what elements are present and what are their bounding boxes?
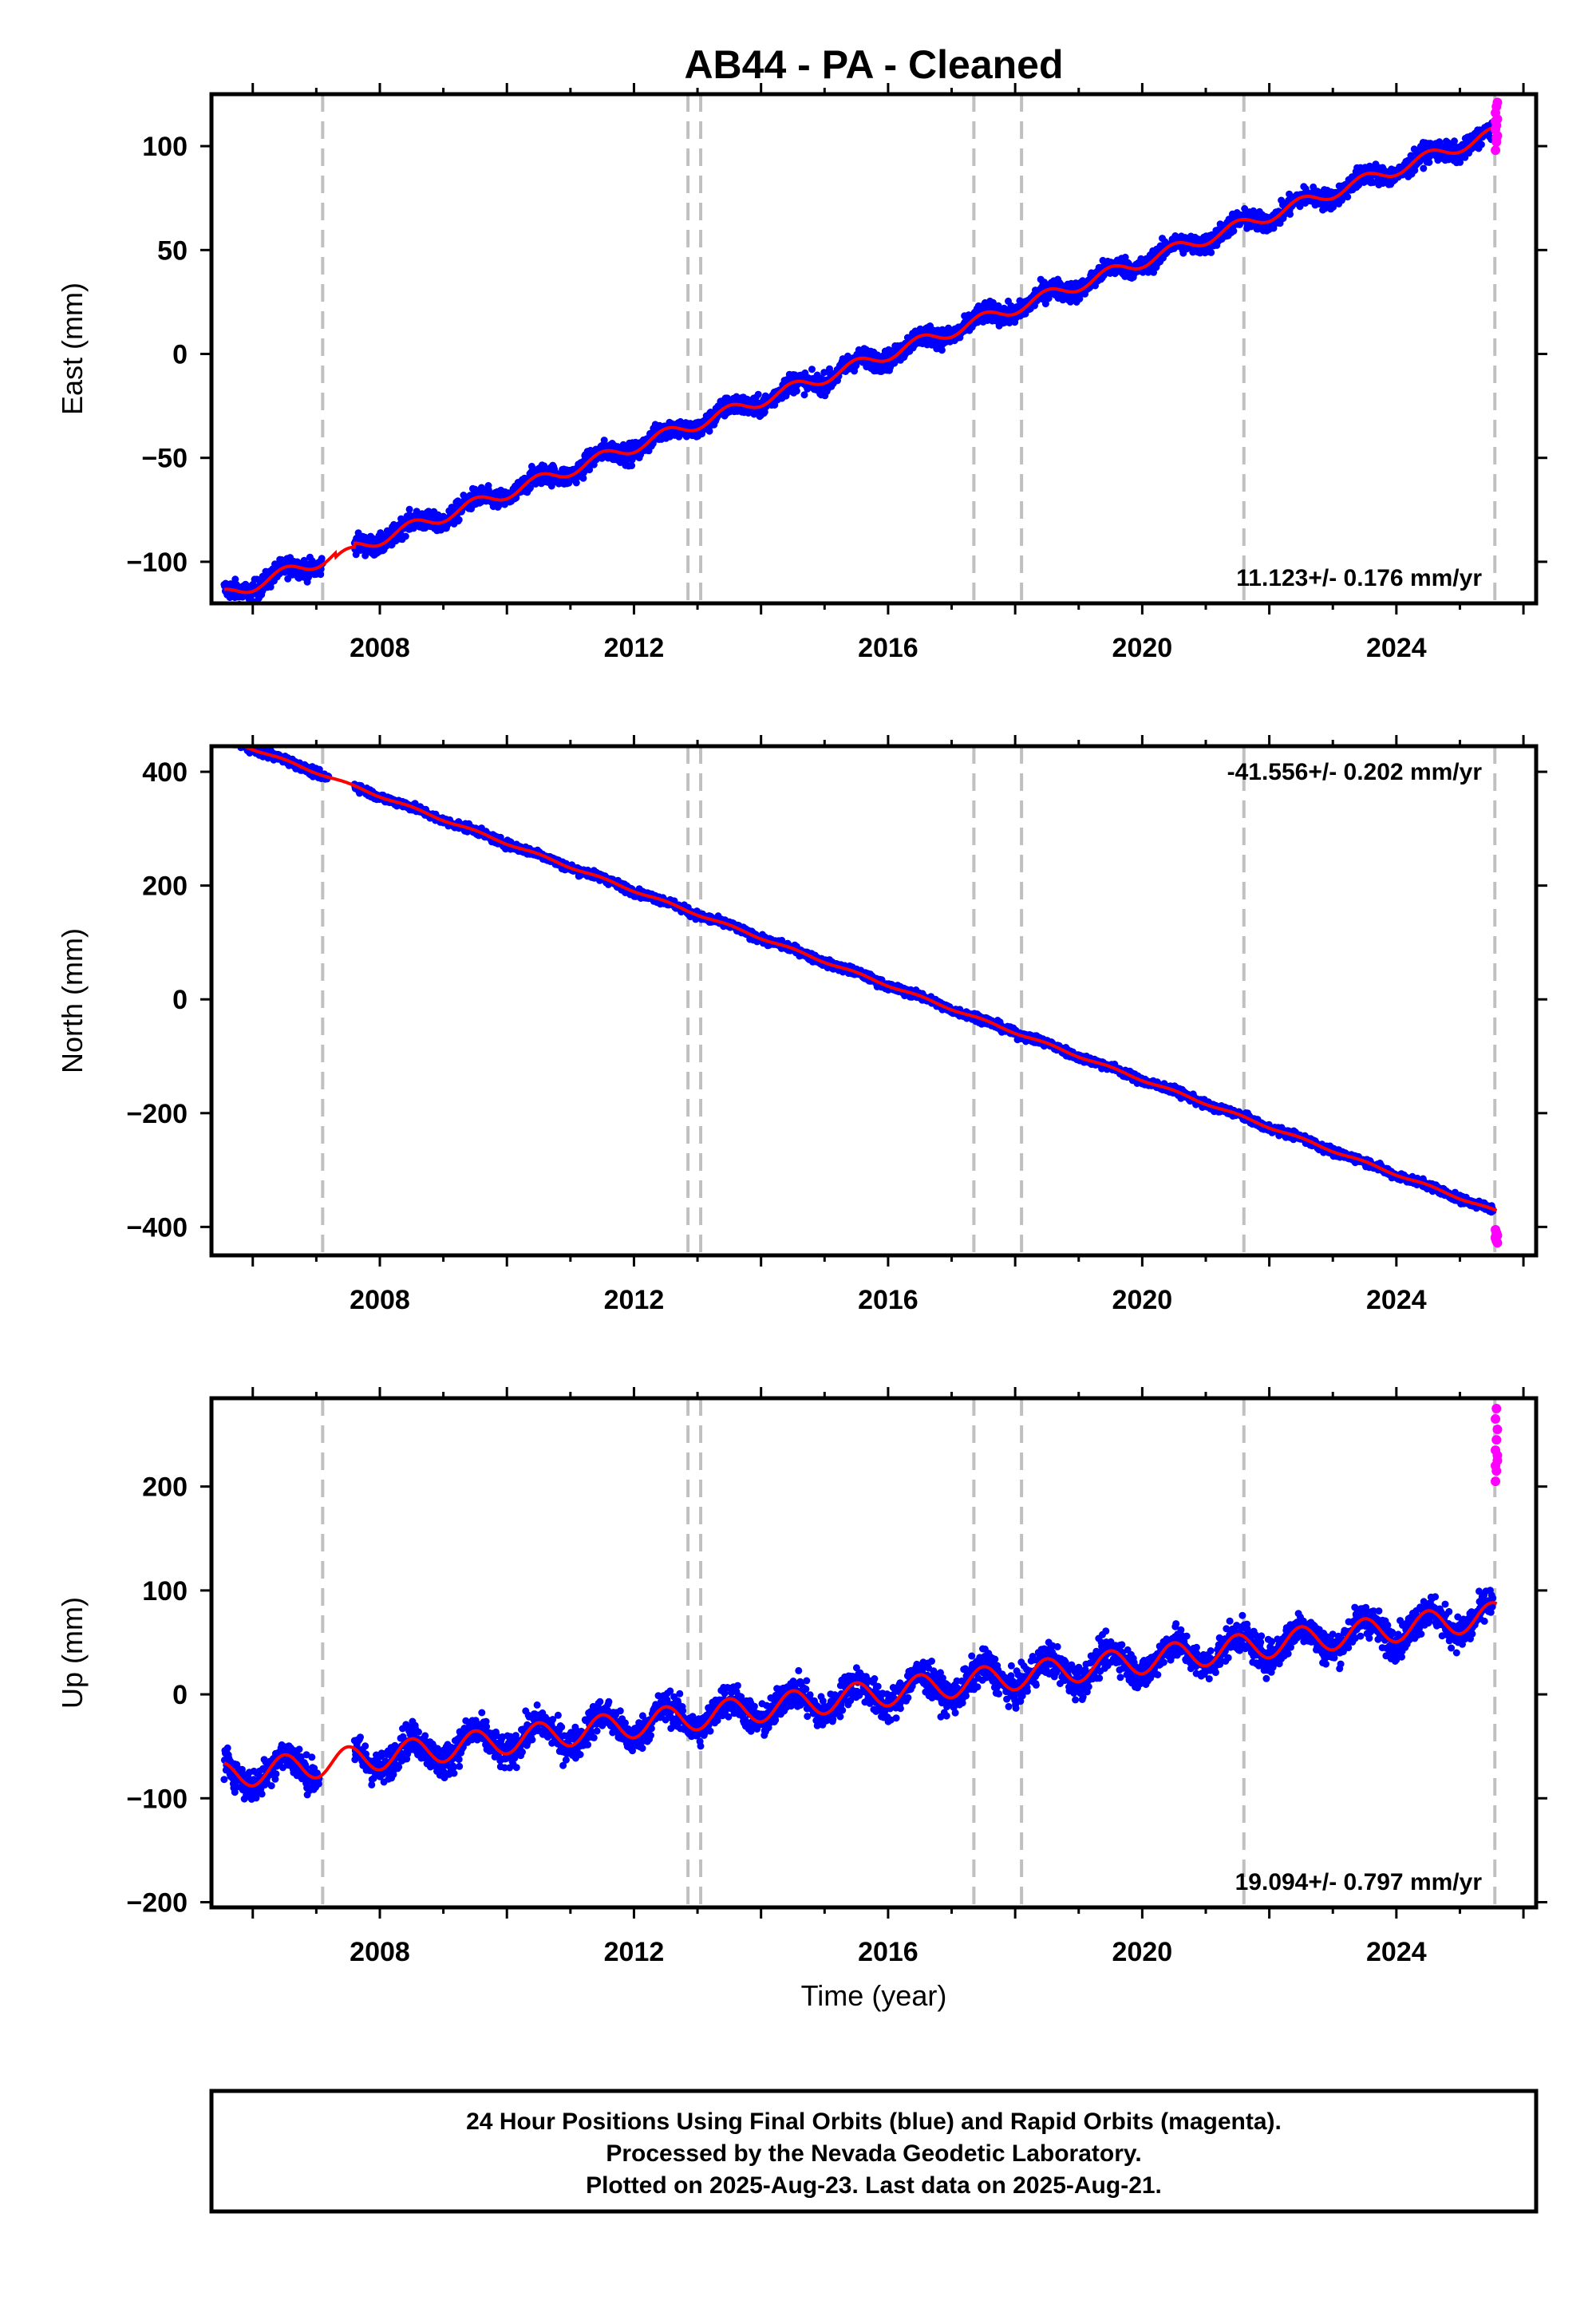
footer-box: 24 Hour Positions Using Final Orbits (bl… xyxy=(209,2089,1539,2214)
plot-frame xyxy=(209,1396,1539,1910)
rapid-orbit-point xyxy=(1491,1228,1502,1239)
y-axis-label: East (mm) xyxy=(56,283,89,415)
model-fit-line xyxy=(223,125,1497,595)
rapid-orbit-point xyxy=(1491,1414,1501,1425)
x-tick-label: 2020 xyxy=(1112,1937,1173,1967)
velocity-annotation: 11.123+/- 0.176 mm/yr xyxy=(1236,565,1482,591)
x-tick-label: 2012 xyxy=(604,1937,665,1967)
x-tick-label: 2012 xyxy=(604,1285,665,1315)
model-fit-line xyxy=(223,1601,1498,1788)
velocity-annotation: -41.556+/- 0.202 mm/yr xyxy=(1227,759,1483,785)
y-tick-label: 50 xyxy=(157,235,188,266)
rapid-orbit-point xyxy=(1491,132,1502,143)
rapid-orbit-point xyxy=(1492,1425,1503,1435)
panel-east: 2008 2012 2016 2020 2024 −100 −50 0 50 100 East (m… xyxy=(56,83,1547,663)
y-tick-label: −400 xyxy=(126,1212,188,1243)
y-axis-label: Up (mm) xyxy=(56,1597,89,1709)
panels: 2008 2012 2016 2020 2024 −100 −50 0 50 100 East (m… xyxy=(56,83,1547,1967)
x-tick-label: 2008 xyxy=(350,633,410,663)
footer-line-2: Processed by the Nevada Geodetic Laborat… xyxy=(606,2140,1141,2167)
footer-line-3: Plotted on 2025-Aug-23. Last data on 202… xyxy=(586,2172,1162,2199)
y-tick-label: −100 xyxy=(126,1784,188,1814)
y-tick-label: 200 xyxy=(142,871,188,902)
final-orbit-points xyxy=(220,119,1497,603)
x-tick-label: 2020 xyxy=(1112,1285,1173,1315)
x-tick-label: 2016 xyxy=(858,1285,918,1315)
rapid-orbit-point xyxy=(1492,1450,1503,1460)
y-tick-label: −200 xyxy=(126,1887,188,1918)
y-tick-label: 0 xyxy=(172,1680,188,1710)
x-tick-label: 2020 xyxy=(1112,633,1173,663)
plot-frame xyxy=(209,744,1539,1258)
y-tick-label: 400 xyxy=(142,757,188,788)
rapid-orbit-point xyxy=(1491,1476,1501,1487)
footer-border xyxy=(209,2089,1539,2214)
x-tick-label: 2024 xyxy=(1366,633,1427,663)
x-tick-label: 2024 xyxy=(1366,1937,1427,1967)
y-tick-label: 200 xyxy=(142,1472,188,1503)
x-tick-label: 2008 xyxy=(350,1285,410,1315)
final-orbit-points xyxy=(220,1587,1497,1803)
x-axis-label: Time (year) xyxy=(801,1979,947,2012)
footer-line-1: 24 Hour Positions Using Final Orbits (bl… xyxy=(466,2109,1282,2135)
y-axis-label: North (mm) xyxy=(56,928,89,1073)
rapid-orbit-point xyxy=(1491,116,1501,126)
y-tick-label: 0 xyxy=(172,985,188,1015)
plot-frame xyxy=(209,92,1539,606)
x-tick-label: 2024 xyxy=(1366,1285,1427,1315)
x-tick-label: 2008 xyxy=(350,1937,410,1967)
rapid-orbit-point xyxy=(1491,1435,1502,1445)
rapid-orbit-point xyxy=(1491,1404,1502,1414)
x-tick-label: 2012 xyxy=(604,633,665,663)
rapid-orbit-point xyxy=(1491,145,1501,156)
panel-up: 2008 2012 2016 2020 2024 −200 −100 0 100 200 Up (m… xyxy=(56,1387,1547,1967)
y-tick-label: 100 xyxy=(142,1576,188,1607)
final-orbit-points xyxy=(227,746,1497,1216)
y-tick-label: −200 xyxy=(126,1099,188,1129)
x-tick-label: 2016 xyxy=(858,1937,918,1967)
y-tick-label: −50 xyxy=(141,444,188,474)
panel-north: 2008 2012 2016 2020 2024 −400 −200 0 200 400 North… xyxy=(56,735,1547,1315)
model-fit-line xyxy=(239,746,1498,1212)
rapid-orbit-point xyxy=(1491,1460,1501,1471)
y-tick-label: 0 xyxy=(172,340,188,370)
figure-title: AB44 - PA - Cleaned xyxy=(684,42,1063,87)
y-tick-label: 100 xyxy=(142,132,188,162)
rapid-orbit-point xyxy=(1492,97,1503,108)
y-tick-label: −100 xyxy=(126,547,188,578)
x-tick-label: 2016 xyxy=(858,633,918,663)
velocity-annotation: 19.094+/- 0.797 mm/yr xyxy=(1235,1869,1483,1895)
